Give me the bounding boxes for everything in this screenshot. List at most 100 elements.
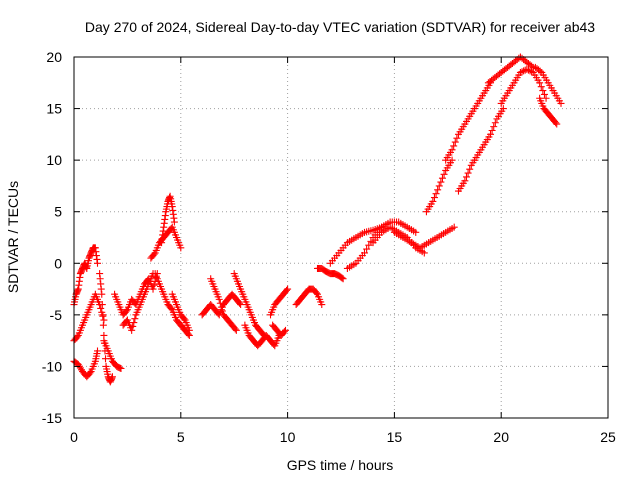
data-point-fill (131, 315, 139, 323)
data-point-fill (488, 126, 496, 134)
series-track-4 (96, 270, 116, 386)
x-tick-label: 20 (493, 429, 509, 445)
y-tick-label: 5 (54, 204, 62, 220)
data-point (93, 259, 101, 267)
data-point (93, 347, 101, 355)
series-track-6 (111, 270, 161, 319)
data-point (360, 249, 368, 257)
series-track-18 (292, 285, 326, 309)
data-point (170, 218, 178, 226)
x-tick-label: 25 (600, 429, 616, 445)
data-point-fill (518, 68, 526, 76)
series-track-25 (442, 79, 495, 164)
data-point (128, 326, 136, 334)
data-point-fill (438, 174, 446, 182)
x-tick-labels: 0 5 10 15 20 25 (70, 429, 616, 445)
data-point-fill (231, 325, 239, 333)
x-tick-label: 15 (387, 429, 403, 445)
data-point (461, 177, 469, 185)
data-point (177, 244, 185, 252)
data-point-fill (434, 186, 442, 194)
x-tick-label: 5 (177, 429, 185, 445)
data-point-fill (73, 333, 81, 341)
data-point-fill (97, 304, 105, 312)
data-point (215, 295, 223, 303)
data-point-fill (526, 67, 534, 75)
data-point (339, 275, 347, 283)
data-point (108, 373, 116, 381)
data-point-fill (236, 299, 244, 307)
series-track-23 (390, 223, 458, 252)
series-track-12 (198, 290, 245, 319)
series-track-19 (314, 264, 347, 283)
data-point-fill (539, 87, 547, 95)
series-track-2 (70, 290, 108, 345)
data-point-fill (98, 301, 106, 309)
data-point-fill (491, 119, 499, 127)
data-point-fill (432, 190, 440, 198)
y-tick-label: -5 (50, 307, 63, 323)
data-point-fill (437, 178, 445, 186)
data-point (284, 285, 292, 293)
series-track-28 (497, 65, 550, 107)
y-tick-label: -15 (42, 410, 62, 426)
data-point-fill (129, 322, 137, 330)
data-point-fill (537, 83, 545, 91)
series-track-14 (230, 270, 268, 339)
data-point-fill (451, 138, 459, 146)
series-track-26 (454, 105, 507, 195)
data-point-fill (338, 274, 346, 282)
data-point-fill (464, 169, 472, 177)
data-point (435, 182, 443, 190)
data-point-fill (167, 304, 175, 312)
data-point-fill (150, 281, 158, 289)
data-point-fill (450, 142, 458, 150)
data-point (557, 99, 565, 107)
data-point-fill (216, 299, 224, 307)
data-point-fill (184, 330, 192, 338)
data-point (232, 326, 240, 334)
data-point (553, 120, 561, 128)
data-point (98, 290, 106, 298)
y-tick-label: 20 (46, 49, 62, 65)
data-point-fill (280, 328, 288, 336)
series-track-10 (151, 270, 193, 339)
series-track-15 (241, 321, 283, 350)
series-track-13 (207, 275, 240, 334)
data-points (70, 53, 565, 386)
series-track-7 (119, 270, 157, 334)
y-tick-label: 15 (46, 101, 62, 117)
data-point (448, 156, 456, 164)
data-point (185, 326, 193, 334)
data-point-fill (130, 319, 138, 327)
series-track-21 (343, 218, 420, 272)
data-point (318, 301, 326, 309)
series-track-29 (531, 63, 565, 107)
data-point (516, 68, 524, 76)
data-point-fill (218, 307, 226, 315)
data-point-fill (217, 303, 225, 311)
plot-frame (73, 56, 609, 419)
data-point (149, 285, 157, 293)
series-track-17 (269, 321, 289, 339)
data-point-fill (122, 307, 130, 315)
data-point-fill (453, 134, 461, 142)
data-point (542, 94, 550, 102)
grid-lines (74, 57, 608, 418)
data-point-fill (440, 170, 448, 178)
data-point (429, 197, 437, 205)
data-point-fill (312, 289, 320, 297)
data-point-fill (520, 67, 528, 75)
data-point (487, 130, 495, 138)
data-point-fill (528, 68, 536, 76)
axis-ticks (73, 56, 609, 419)
data-point-fill (462, 173, 470, 181)
data-point (450, 223, 458, 231)
data-point-fill (490, 123, 498, 131)
y-axis-label: SDTVAR / TECUs (5, 181, 21, 293)
data-point-fill (102, 355, 110, 363)
series-track-3 (70, 347, 101, 381)
series-track-5 (100, 337, 125, 372)
data-point (117, 364, 125, 372)
